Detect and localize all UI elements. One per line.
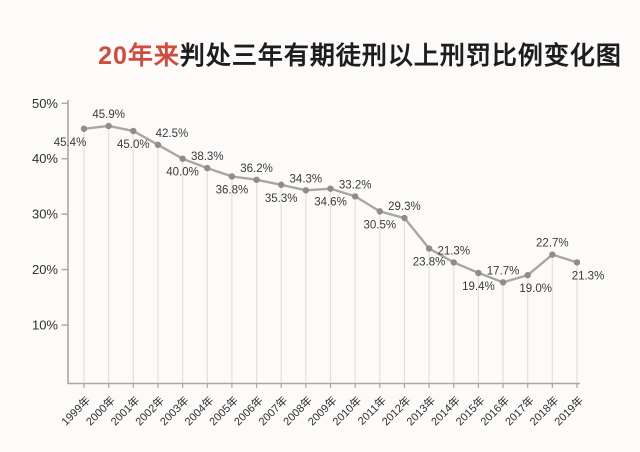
data-point (302, 187, 310, 194)
data-point (154, 141, 162, 149)
point-value-label: 29.3% (388, 201, 421, 213)
data-point (253, 176, 260, 183)
point-value-label: 30.5% (363, 219, 396, 231)
data-point (278, 181, 285, 188)
data-point (204, 164, 211, 172)
point-value-label: 34.6% (314, 197, 347, 209)
point-value-label: 45.9% (92, 109, 125, 121)
point-value-label: 35.3% (265, 193, 298, 205)
y-axis-tick-label: 10% (32, 318, 58, 333)
data-point (130, 127, 137, 135)
point-value-label: 42.5% (156, 128, 189, 140)
point-value-label: 33.2% (339, 179, 372, 191)
point-value-label: 21.3% (437, 245, 470, 257)
data-point (573, 259, 581, 266)
data-point (80, 125, 88, 132)
data-point (228, 173, 236, 180)
axis-line (67, 100, 580, 385)
point-value-label: 34.3% (290, 173, 323, 185)
data-point (549, 251, 556, 258)
data-point (179, 155, 186, 162)
chart-title: 20年来判处三年有期徒刑以上刑罚比例变化图 (80, 42, 640, 71)
point-value-label: 45.0% (117, 139, 150, 151)
point-value-label: 19.0% (519, 283, 552, 295)
data-point (401, 214, 408, 222)
data-point (327, 185, 334, 192)
point-value-label: 45.4% (54, 137, 87, 149)
data-point (105, 122, 112, 130)
data-point (376, 208, 383, 215)
point-value-label: 23.8% (413, 257, 446, 269)
point-value-label: 22.7% (536, 238, 569, 250)
y-axis-tick-label: 40% (32, 151, 58, 166)
y-axis-tick-label: 50% (32, 96, 58, 111)
chart-title-text: 判处三年有期徒刑以上刑罚比例变化图 (179, 42, 622, 70)
data-point (425, 245, 433, 252)
point-value-label: 21.3% (572, 270, 605, 282)
data-point (450, 259, 457, 266)
chart-title-highlight: 20年来 (98, 42, 180, 70)
data-point (499, 279, 507, 286)
point-value-label: 36.2% (240, 163, 273, 175)
point-value-label: 36.8% (216, 184, 249, 196)
point-value-label: 38.3% (191, 151, 224, 163)
data-point (475, 269, 482, 277)
point-value-label: 17.7% (487, 265, 520, 277)
y-axis-tick-label: 20% (32, 262, 58, 277)
point-value-label: 19.4% (462, 281, 495, 293)
data-point (524, 271, 531, 279)
data-point (351, 193, 359, 200)
point-value-label: 40.0% (166, 167, 199, 179)
y-axis-tick-label: 30% (32, 207, 58, 222)
